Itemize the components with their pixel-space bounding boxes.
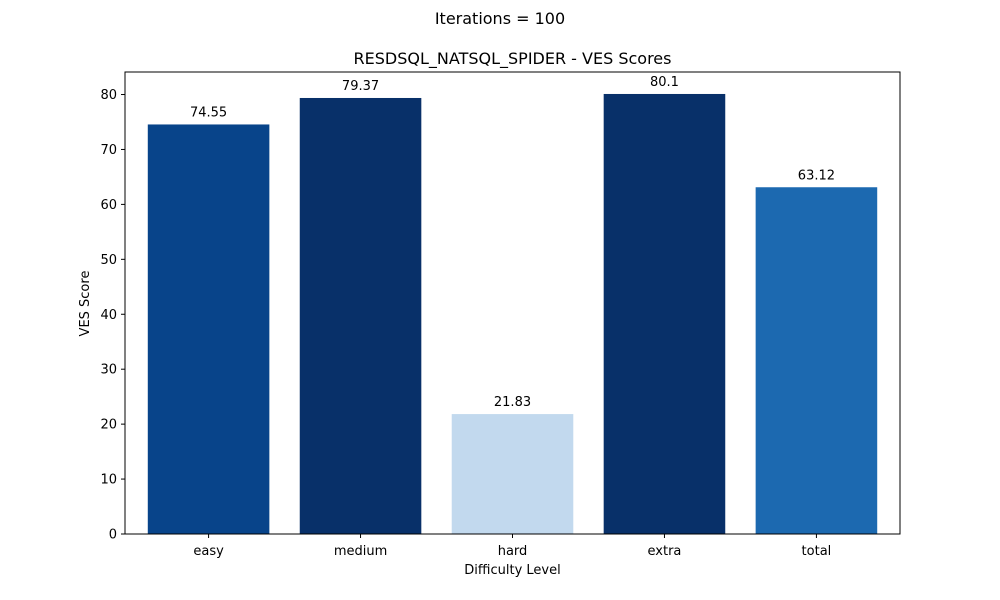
x-tick-label-easy: easy xyxy=(193,544,224,559)
chart-title: RESDSQL_NATSQL_SPIDER - VES Scores xyxy=(354,49,672,69)
y-tick-label: 30 xyxy=(100,363,117,378)
y-tick-label: 80 xyxy=(100,88,117,103)
x-axis-label: Difficulty Level xyxy=(464,563,560,578)
bar-hard xyxy=(451,414,574,534)
data-label-easy: 74.55 xyxy=(190,105,227,120)
figure-suptitle: Iterations = 100 xyxy=(434,9,566,28)
x-tick-label-hard: hard xyxy=(498,544,528,559)
y-tick-label: 60 xyxy=(100,198,117,213)
bar-total xyxy=(755,187,878,534)
data-label-medium: 79.37 xyxy=(342,79,379,94)
bar-easy xyxy=(147,124,270,535)
y-tick-label: 0 xyxy=(109,528,117,543)
x-tick-label-extra: extra xyxy=(648,544,682,559)
x-tick-label-total: total xyxy=(802,544,832,559)
y-tick-label: 10 xyxy=(100,473,117,488)
data-label-hard: 21.83 xyxy=(494,395,531,410)
y-tick-label: 40 xyxy=(100,308,117,323)
y-tick-label: 70 xyxy=(100,143,117,158)
plot-area: 74.55 easy 79.37 medium 21.83 hard 80.1 extra 63… xyxy=(100,71,901,559)
x-tick-label-medium: medium xyxy=(334,544,387,559)
y-tick-label: 20 xyxy=(100,418,117,433)
bar-medium xyxy=(299,97,422,534)
y-tick-label: 50 xyxy=(100,253,117,268)
y-axis-label: VES Score xyxy=(78,271,93,337)
bar-extra xyxy=(603,93,726,534)
data-label-total: 63.12 xyxy=(798,168,835,183)
data-label-extra: 80.1 xyxy=(650,75,679,90)
axes-frame xyxy=(124,71,901,535)
